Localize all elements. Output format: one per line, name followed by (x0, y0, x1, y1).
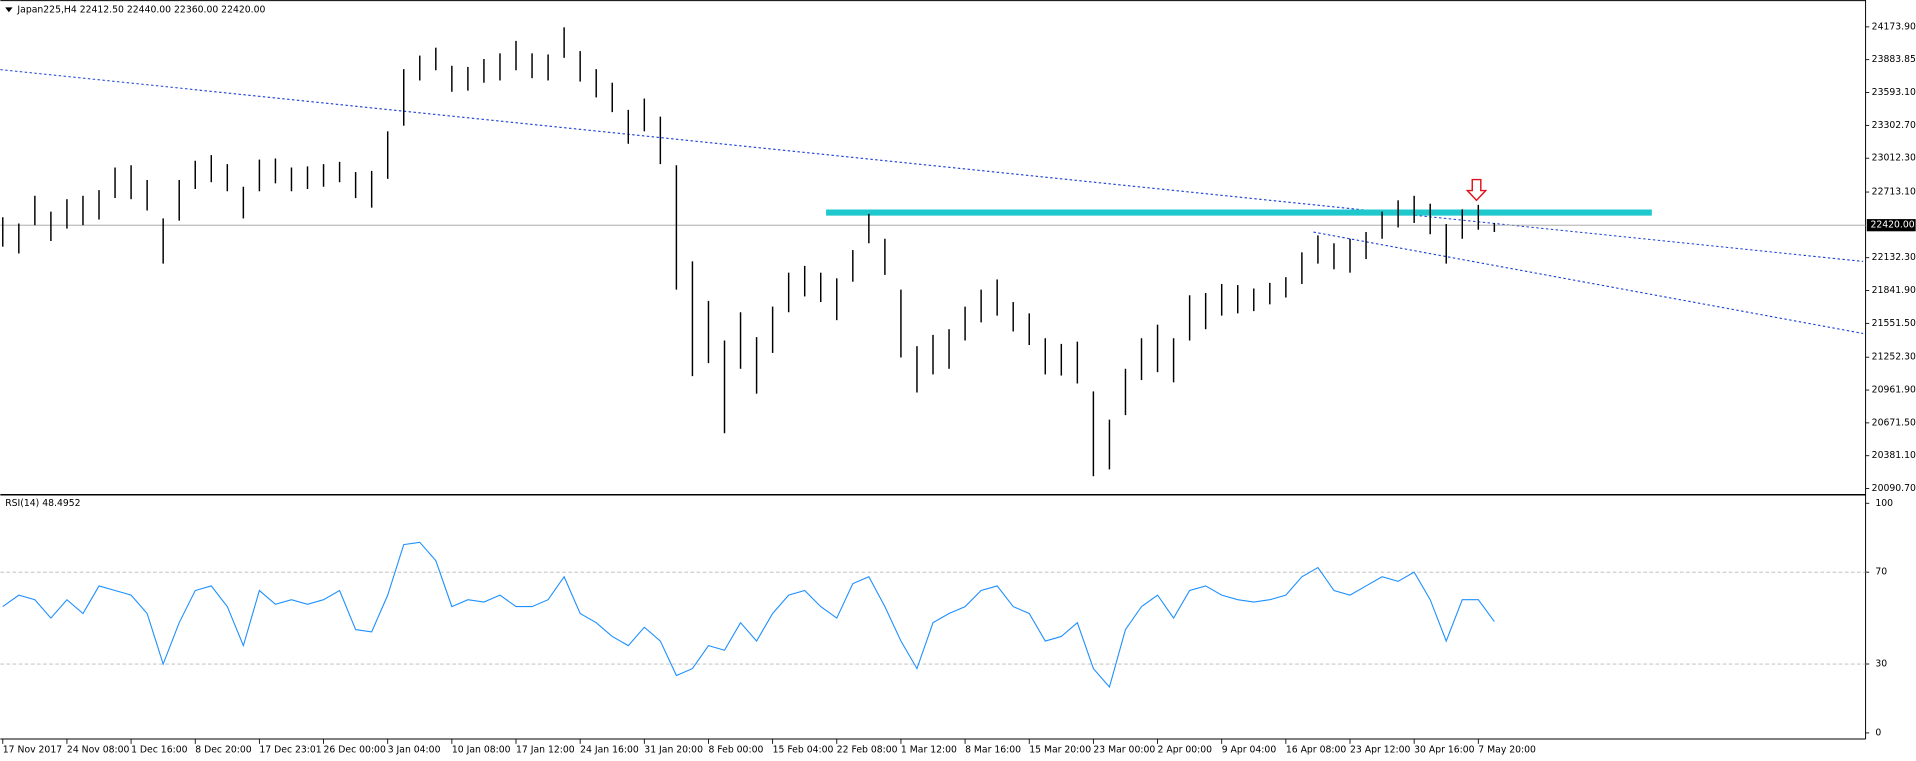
x-tick-label: 15 Mar 20:00 (1029, 745, 1091, 756)
x-tick-label: 9 Apr 04:00 (1222, 745, 1277, 756)
x-tick-label: 2 Apr 00:00 (1158, 745, 1213, 756)
x-tick-label: 17 Jan 12:00 (516, 745, 575, 756)
x-tick-label: 10 Jan 08:00 (452, 745, 511, 756)
y-tick-label: 21252.30 (1872, 352, 1916, 363)
x-tick-label: 24 Nov 08:00 (67, 745, 130, 756)
x-tick-label: 8 Feb 00:00 (708, 745, 763, 756)
x-tick-label: 1 Dec 16:00 (131, 745, 188, 756)
y-tick-label: 0 (1875, 727, 1881, 738)
down-arrow (1465, 178, 1488, 202)
y-tick-label: 21551.50 (1872, 318, 1916, 329)
x-tick-label: 22 Feb 08:00 (837, 745, 898, 756)
x-tick-label: 8 Mar 16:00 (965, 745, 1021, 756)
last-price-label: 22420.00 (1870, 220, 1914, 231)
x-tick-label: 8 Dec 20:00 (195, 745, 252, 756)
x-tick-label: 23 Apr 12:00 (1350, 745, 1411, 756)
x-tick-label: 17 Dec 23:01 (259, 745, 321, 756)
menu-triangle[interactable] (5, 7, 13, 13)
trend-line (0, 69, 1864, 262)
indicator-title: RSI(14) 48.4952 (5, 498, 80, 509)
y-tick-label: 20671.50 (1872, 417, 1916, 428)
last-price-box (1866, 219, 1916, 232)
y-tick-label: 21841.90 (1872, 285, 1916, 296)
y-tick-label: 70 (1875, 567, 1887, 578)
x-tick-label: 26 Dec 00:00 (324, 745, 386, 756)
y-tick-label: 20090.70 (1872, 483, 1916, 494)
x-tick-label: 1 Mar 12:00 (901, 745, 957, 756)
y-tick-label: 20961.90 (1872, 385, 1916, 396)
x-tick-label: 17 Nov 2017 (3, 745, 62, 756)
trend-line (1313, 231, 1864, 335)
x-tick-label: 30 Apr 16:00 (1414, 745, 1475, 756)
y-tick-label: 24173.90 (1872, 21, 1916, 32)
y-tick-label: 20381.10 (1872, 450, 1916, 461)
y-tick-label: 100 (1875, 498, 1893, 509)
chart-title: Japan225,H4 22412.50 22440.00 22360.00 2… (16, 4, 265, 15)
x-tick-label: 15 Feb 04:00 (773, 745, 834, 756)
x-tick-label: 3 Jan 04:00 (388, 745, 441, 756)
rsi-line (2, 541, 1495, 689)
x-tick-label: 16 Apr 08:00 (1286, 745, 1347, 756)
y-tick-label: 22713.10 (1872, 187, 1916, 198)
x-tick-label: 24 Jan 16:00 (580, 745, 639, 756)
y-tick-label: 22132.30 (1872, 252, 1916, 263)
y-tick-label: 23302.70 (1872, 120, 1916, 131)
y-tick-label: 23012.30 (1872, 153, 1916, 164)
x-tick-label: 31 Jan 20:00 (644, 745, 703, 756)
x-tick-label: 23 Mar 00:00 (1093, 745, 1155, 756)
x-tick-label: 7 May 20:00 (1478, 745, 1536, 756)
y-tick-label: 30 (1875, 659, 1887, 670)
y-tick-label: 23593.10 (1872, 87, 1916, 98)
y-tick-label: 23883.85 (1872, 54, 1916, 65)
